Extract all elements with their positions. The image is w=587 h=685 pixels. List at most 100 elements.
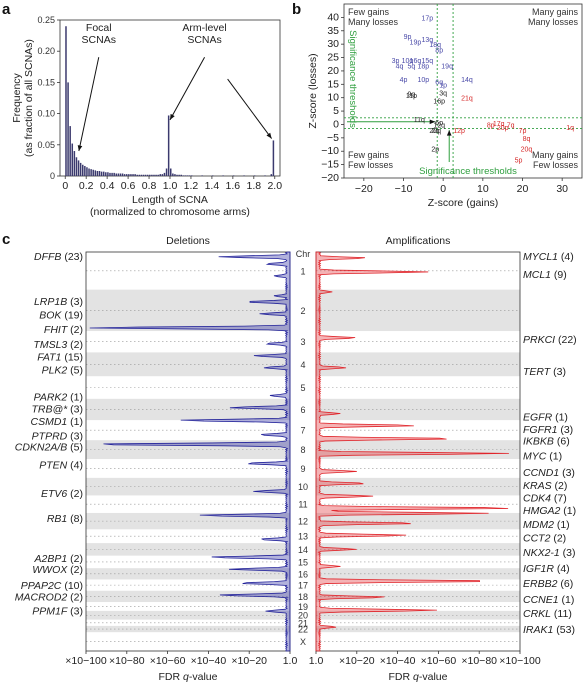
gene-name: DFFB [34,251,61,263]
annotation-arrow [227,78,273,139]
gene-count: (8) [67,513,83,525]
gene-name: IKBKB [523,436,554,448]
y-tick-label: 0.15 [37,77,55,87]
chromosome-label: 20 [298,611,308,621]
panel-label-c: c [2,231,10,248]
chromosome-band-amplifications [316,568,520,580]
x-axis-label-variable: q [413,671,419,683]
scatter-point-label: 20q [521,147,533,154]
gene-name: TMSL3 [33,339,67,351]
y-tick-label: 25 [327,52,339,64]
gene-count: (2) [552,480,568,492]
deletion-gene-label: RB1 (8) [47,513,83,525]
chromosome-label: 13 [298,532,308,542]
chromosome-label: 16 [298,569,308,579]
scatter-point-label: 7p [519,128,527,135]
amplification-gene-label: EGFR (1) [523,411,568,423]
histogram-bar [92,169,94,176]
histogram-bar [146,174,149,176]
histogram-bar [163,172,166,176]
deletions-title: Deletions [166,235,210,247]
gene-name: ERBB2 [523,578,558,590]
gene-name: PLK2 [42,365,68,377]
deletion-gene-label: PLK2 (5) [42,365,83,377]
deletion-gene-label: WWOX (2) [32,564,83,576]
gene-name: ETV6 [41,488,67,500]
histogram-bar [159,174,162,176]
scatter-point-label: 13q [421,37,433,44]
x-axis-label-amplifications: FDR q-value [389,671,448,683]
amplification-gene-label: IRAK1 (53) [523,624,575,636]
chromosome-band-amplifications [316,625,520,633]
corner-label-top-left: Many losses [348,17,399,27]
histogram-bar [119,173,122,176]
histogram-bar [140,174,143,176]
histogram-bar [69,126,71,176]
histogram-bar [153,174,155,176]
gene-count: (2) [550,532,566,544]
histogram-bar [167,115,170,176]
gene-name: IGF1R [523,563,554,575]
threshold-arrow-head [446,130,452,136]
histogram-bar [243,175,245,176]
gene-count: (1) [67,416,83,428]
annotation-arrow [169,56,206,121]
scatter-point-label: 20p [497,125,509,132]
histogram-bar [174,174,176,176]
histogram-bar [128,174,130,176]
gene-count: (3) [557,424,573,436]
y-tick-label: 0.25 [37,15,55,25]
deletion-gene-label: A2BP1 (2) [34,553,83,565]
deletion-profile [89,251,291,652]
histogram-bar [165,168,168,176]
deletion-gene-label: CDKN2A/B (5) [15,441,83,453]
gene-name: EGFR [523,411,553,423]
x-axis-label-suffix: -value [189,671,218,683]
histogram-bar [157,174,159,176]
gene-count: (3) [67,431,83,443]
deletion-gene-label: ETV6 (2) [41,488,83,500]
x-tick-label: 0 [62,180,68,192]
scatter-point-label: 3p [392,58,400,65]
corner-label-bottom-left: Few losses [348,160,394,170]
gene-count: (2) [67,564,83,576]
histogram-bar [190,175,193,176]
scatter-point-label: 1q [566,125,574,132]
scatter-point-label: 8q [523,136,531,143]
scatter-point-label: 5q [408,64,416,71]
x-tick-label: −10 [395,183,413,195]
scatter-point-label: 4q [396,64,404,71]
amplification-gene-label: NKX2-1 (3) [523,547,576,559]
gene-name: FGFR1 [523,424,557,436]
gene-name: HMGA2 [523,505,561,517]
gene-name: TERT [523,366,552,378]
x-tick-label-amplifications: ×10−100 [499,655,541,667]
annotation-label: Focal [86,22,112,34]
histogram-bar [115,173,118,176]
y-tick-label: −15 [321,159,339,171]
x-axis-label-suffix: -value [419,671,448,683]
x-tick-label-amplifications: ×10−20 [339,655,375,667]
x-tick-label: 1.8 [247,180,262,192]
chromosome-label: 22 [298,625,308,635]
chromosome-label: 5 [300,383,305,393]
chromosome-label: 3 [300,337,305,347]
deletion-gene-label: LRP1B (3) [34,296,83,308]
scatter-point-label: 12q [433,122,445,129]
chromosome-band-deletions [86,352,290,377]
histogram-bar [86,167,88,176]
histogram-bar [272,140,275,176]
gene-count: (2) [67,591,83,603]
gene-name: TRB@* [32,403,69,415]
gene-name: CCNE1 [523,594,559,606]
corner-label-top-right: Many gains [532,7,579,17]
scatter-point-label: 12p [453,128,465,135]
chromosome-header: Chr [296,249,311,259]
histogram-bar [155,174,157,176]
gene-name: FAT1 [37,352,61,364]
x-tick-label: 0 [440,183,446,195]
chromosome-label: 17 [298,581,308,591]
histogram-bar [79,162,82,176]
histogram-bar [222,175,224,176]
